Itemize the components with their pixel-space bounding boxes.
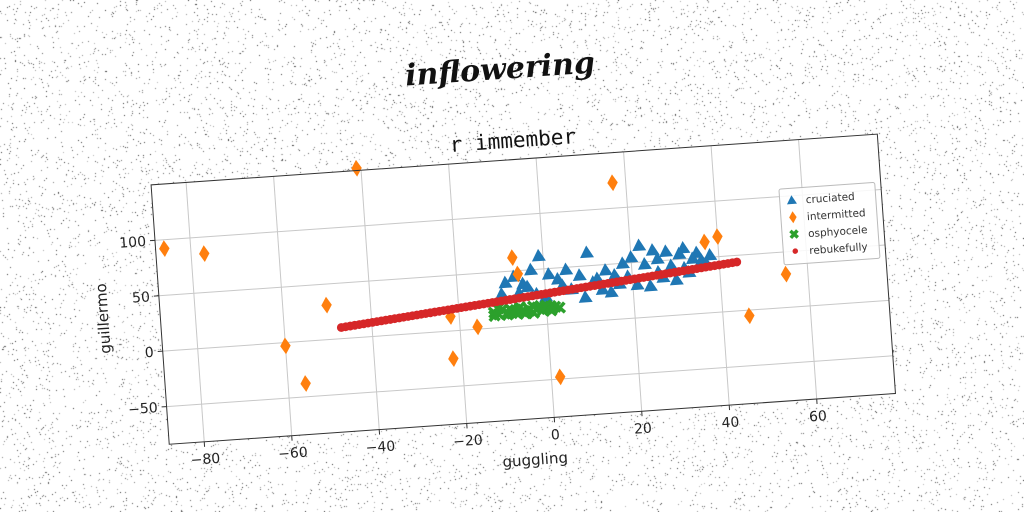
- x-grid-line: [535, 157, 555, 418]
- x-grid-line: [273, 176, 293, 436]
- data-point-cruciated: [643, 278, 658, 292]
- data-point-osphyocele: [505, 307, 519, 320]
- x-stroke: [488, 309, 501, 323]
- data-point-cruciated: [624, 250, 639, 263]
- data-point-cruciated: [559, 262, 574, 276]
- x-stroke: [544, 299, 557, 313]
- legend-label: cruciated: [805, 191, 855, 206]
- x-stroke: [501, 306, 514, 319]
- data-point-cruciated: [578, 290, 593, 303]
- data-point-cruciated: [630, 277, 645, 291]
- legend-label: rebukefully: [809, 241, 868, 257]
- data-point-intermitted: [712, 228, 723, 246]
- x-grid-line: [710, 145, 730, 406]
- y-tick-label: −50: [128, 400, 159, 418]
- data-point-cruciated: [659, 244, 674, 258]
- x-stroke: [540, 299, 553, 312]
- data-point-intermitted: [321, 296, 332, 314]
- x-tick-label: −40: [365, 439, 396, 457]
- data-point-osphyocele: [522, 304, 536, 318]
- data-point-cruciated: [598, 263, 613, 276]
- data-point-intermitted: [607, 174, 618, 192]
- x-tick-label: 40: [721, 414, 740, 431]
- data-point-intermitted: [744, 307, 755, 325]
- data-point-intermitted: [351, 159, 362, 177]
- y-axis-label: guillermo: [92, 283, 115, 355]
- x-stroke: [523, 304, 536, 318]
- data-point-intermitted: [512, 265, 524, 283]
- x-stroke: [789, 229, 799, 240]
- data-point-intermitted: [199, 245, 210, 262]
- data-point-cruciated: [669, 272, 684, 286]
- x-grid-line: [360, 170, 380, 430]
- data-point-cruciated: [645, 243, 660, 256]
- data-point-intermitted: [300, 375, 311, 392]
- legend-marker-osphyocele: [789, 229, 799, 240]
- y-tick-label: 50: [132, 289, 151, 306]
- x-grid-line: [798, 139, 818, 400]
- legend-marker-intermitted: [789, 211, 797, 224]
- data-point-cruciated: [520, 279, 535, 293]
- x-stroke: [553, 301, 566, 315]
- x-stroke: [549, 300, 562, 314]
- legend-marker-rebukefully: [792, 248, 799, 254]
- x-tick-label: −80: [190, 451, 221, 469]
- legend: cruciatedintermittedosphyocelerebukefull…: [778, 182, 881, 266]
- data-point-cruciated: [498, 275, 513, 289]
- data-point-rebukefully: [732, 257, 742, 267]
- series-rebukefully: [336, 257, 742, 332]
- data-point-osphyocele: [540, 299, 553, 312]
- series-intermitted: [159, 159, 792, 392]
- legend-label: intermitted: [807, 207, 866, 223]
- data-point-cruciated: [572, 268, 587, 281]
- y-tick-label: 100: [119, 234, 147, 252]
- y-grid-line: [154, 189, 882, 241]
- x-tick-label: −20: [453, 432, 484, 450]
- data-point-cruciated: [531, 248, 546, 262]
- data-point-cruciated: [637, 257, 652, 270]
- chart-title: r immember: [449, 124, 577, 157]
- data-point-intermitted: [448, 350, 459, 368]
- y-tick-label: 0: [144, 345, 154, 362]
- data-point-intermitted: [159, 240, 170, 257]
- x-stroke: [505, 307, 518, 320]
- data-point-cruciated: [607, 268, 622, 281]
- data-point-intermitted: [554, 368, 566, 386]
- legend-marker-cruciated: [786, 195, 797, 205]
- y-axis: −50 0 50 100: [119, 234, 167, 418]
- x-grid-line: [185, 182, 205, 442]
- y-grid-line: [166, 355, 893, 408]
- data-point-cruciated: [676, 240, 691, 254]
- data-point-intermitted: [780, 265, 792, 283]
- data-point-intermitted: [280, 337, 291, 355]
- plot-frame: [150, 133, 896, 445]
- data-point-intermitted: [472, 318, 483, 336]
- series-osphyocele: [487, 299, 567, 323]
- data-point-osphyocele: [487, 309, 501, 323]
- x-tick-label: 0: [550, 427, 560, 444]
- data-point-cruciated: [650, 251, 665, 265]
- x-tick-label: −60: [278, 445, 309, 463]
- x-axis: −80 −60 −40 −20 0 20 40 60: [190, 398, 828, 469]
- data-point-cruciated: [632, 238, 647, 252]
- data-point-intermitted: [507, 249, 518, 267]
- x-tick-label: 60: [809, 408, 828, 425]
- y-grid-line: [158, 244, 886, 297]
- x-axis-label: guggling: [502, 449, 569, 472]
- data-point-cruciated: [604, 284, 619, 298]
- data-point-cruciated: [615, 256, 630, 270]
- data-point-intermitted: [699, 233, 710, 251]
- data-point-cruciated: [541, 267, 556, 280]
- data-point-cruciated: [524, 262, 539, 276]
- legend-box: [778, 182, 881, 266]
- legend-label: osphyocele: [808, 224, 868, 240]
- data-point-cruciated: [595, 282, 610, 295]
- data-marks: [159, 159, 792, 392]
- data-point-cruciated: [703, 247, 718, 261]
- data-point-osphyocele: [553, 301, 567, 315]
- x-tick-label: 20: [634, 421, 653, 438]
- data-point-cruciated: [580, 245, 594, 259]
- x-grid-line: [448, 164, 468, 424]
